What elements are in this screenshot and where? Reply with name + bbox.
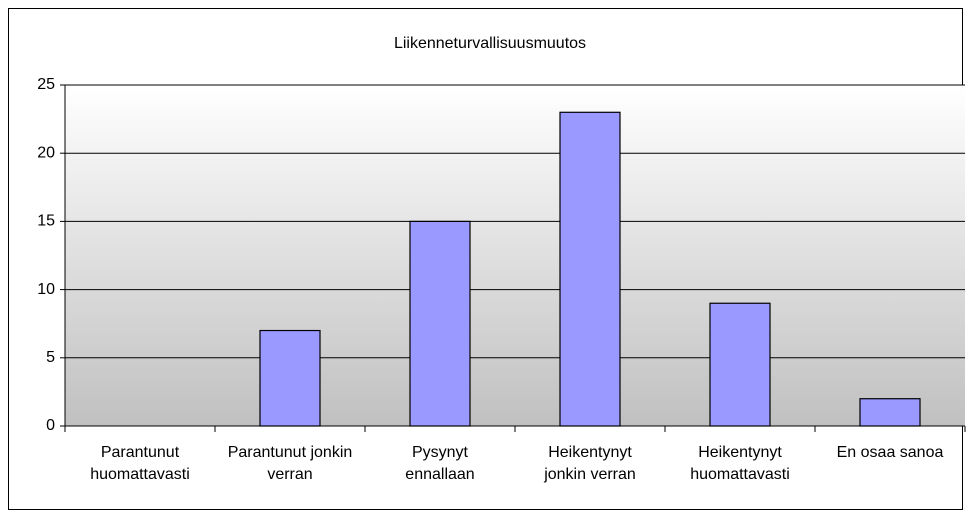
y-tick-label: 10	[37, 281, 55, 298]
y-tick-label: 25	[37, 76, 55, 93]
x-tick-label: Pysynyt ennallaan	[405, 444, 475, 483]
bar	[559, 111, 621, 427]
x-tick-label: Parantunut jonkin verran	[227, 444, 353, 483]
x-tick-label: Parantunut huomattavasti	[90, 444, 190, 483]
y-tick-label: 15	[37, 213, 55, 230]
y-tick-label: 20	[37, 144, 55, 161]
x-tick-label: Heikentynyt jonkin verran	[544, 444, 636, 483]
bar	[859, 398, 921, 427]
chart-title: Liikenneturvallisuusmuutos	[394, 35, 586, 52]
plot-area	[65, 85, 965, 426]
bar	[709, 302, 771, 427]
bar	[259, 329, 321, 427]
x-tick-label: Heikentynyt huomattavasti	[690, 444, 790, 483]
bar	[409, 220, 471, 427]
y-tick-label: 5	[46, 349, 55, 366]
y-tick-label: 0	[46, 417, 55, 434]
x-tick-label: En osaa sanoa	[836, 444, 944, 461]
